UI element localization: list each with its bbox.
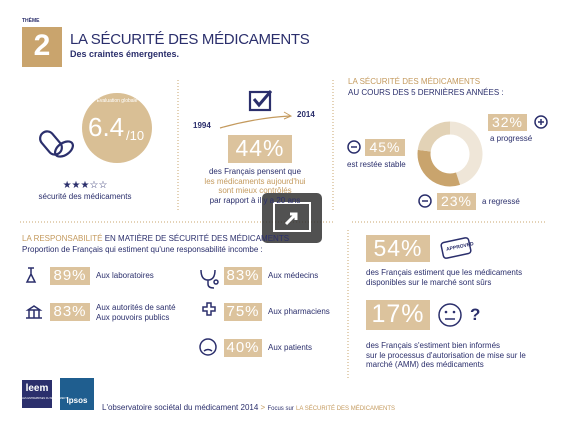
label: Aux patients xyxy=(268,343,313,352)
text-line: des Français estiment que les médicament… xyxy=(366,268,523,277)
donut-segment xyxy=(417,121,451,153)
percent: 17% xyxy=(366,300,430,330)
percent: 23% xyxy=(437,193,476,210)
percent: 45% xyxy=(365,139,405,156)
footer-text: L'observatoire sociétal du médicament 20… xyxy=(102,403,259,412)
percent: 44% xyxy=(228,135,292,163)
text-line: des Français pensent que xyxy=(208,167,302,176)
label: Aux pharmaciens xyxy=(268,307,330,316)
text-line: des Français s'estiment bien informés xyxy=(366,341,501,350)
scale: /10 xyxy=(126,128,145,143)
section-title: AU COURS DES 5 DERNIÈRES ANNÉES : xyxy=(348,88,504,97)
theme-label: THÈME xyxy=(22,18,40,24)
percent: 32% xyxy=(488,114,527,131)
percent: 83% xyxy=(50,303,90,321)
label: a regressé xyxy=(482,197,520,206)
text-line: par rapport à il y a 20 ans xyxy=(209,195,301,205)
label: Aux laboratoires xyxy=(96,271,154,280)
year: 1994 xyxy=(193,121,211,130)
theme-number: 2 xyxy=(33,29,51,62)
percent: 83% xyxy=(224,267,262,285)
question-mark: ? xyxy=(470,305,481,324)
logo-sub: LES ENTREPRISES DU MÉDICAMENT xyxy=(22,397,67,400)
percent: 54% xyxy=(366,235,430,262)
donut-segment xyxy=(449,121,483,185)
donut-segment xyxy=(417,149,461,187)
score: 6.4 xyxy=(88,112,125,142)
text-line: disponibles sur le marché sont sûrs xyxy=(366,277,492,287)
badge: Évaluation globale xyxy=(96,98,138,104)
section-subtitle: Proportion de Français qui estiment qu'u… xyxy=(22,245,263,254)
subtitle: Des craintes émergentes. xyxy=(70,49,180,59)
label: Aux médecins xyxy=(268,271,319,280)
section-title: LA RESPONSABILITÉ xyxy=(22,234,103,243)
footer-focus: Focus sur xyxy=(267,406,294,412)
label: Aux autorités de santé xyxy=(96,303,176,312)
caption: sécurité des médicaments xyxy=(38,192,132,201)
label: est restée stable xyxy=(347,160,406,169)
percent: 89% xyxy=(50,267,90,285)
footer-topic: LA SÉCURITÉ DES MÉDICAMENTS xyxy=(296,406,396,412)
logo: leem xyxy=(25,383,49,394)
label: Aux pouvoirs publics xyxy=(96,312,170,322)
percent: 75% xyxy=(224,303,262,321)
text-line: les médicaments aujourd'hui xyxy=(204,176,306,186)
section-title: EN MATIÈRE DE SÉCURITÉ DES MÉDICAMENTS xyxy=(104,234,290,243)
title: LA SÉCURITÉ DES MÉDICAMENTS xyxy=(70,31,310,48)
text-line: sont mieux contrôlés xyxy=(218,186,292,195)
year: 2014 xyxy=(297,110,315,119)
section-title: LA SÉCURITÉ DES MÉDICAMENTS xyxy=(348,77,481,86)
text-line: marché (AMM) des médicaments xyxy=(366,360,484,369)
logo: Ipsos xyxy=(66,396,88,405)
label: a progressé xyxy=(490,134,533,143)
stars: ★★★☆☆ xyxy=(62,180,108,191)
percent: 40% xyxy=(224,339,262,357)
text-line: sur le processus d'autorisation de mise … xyxy=(366,350,526,360)
